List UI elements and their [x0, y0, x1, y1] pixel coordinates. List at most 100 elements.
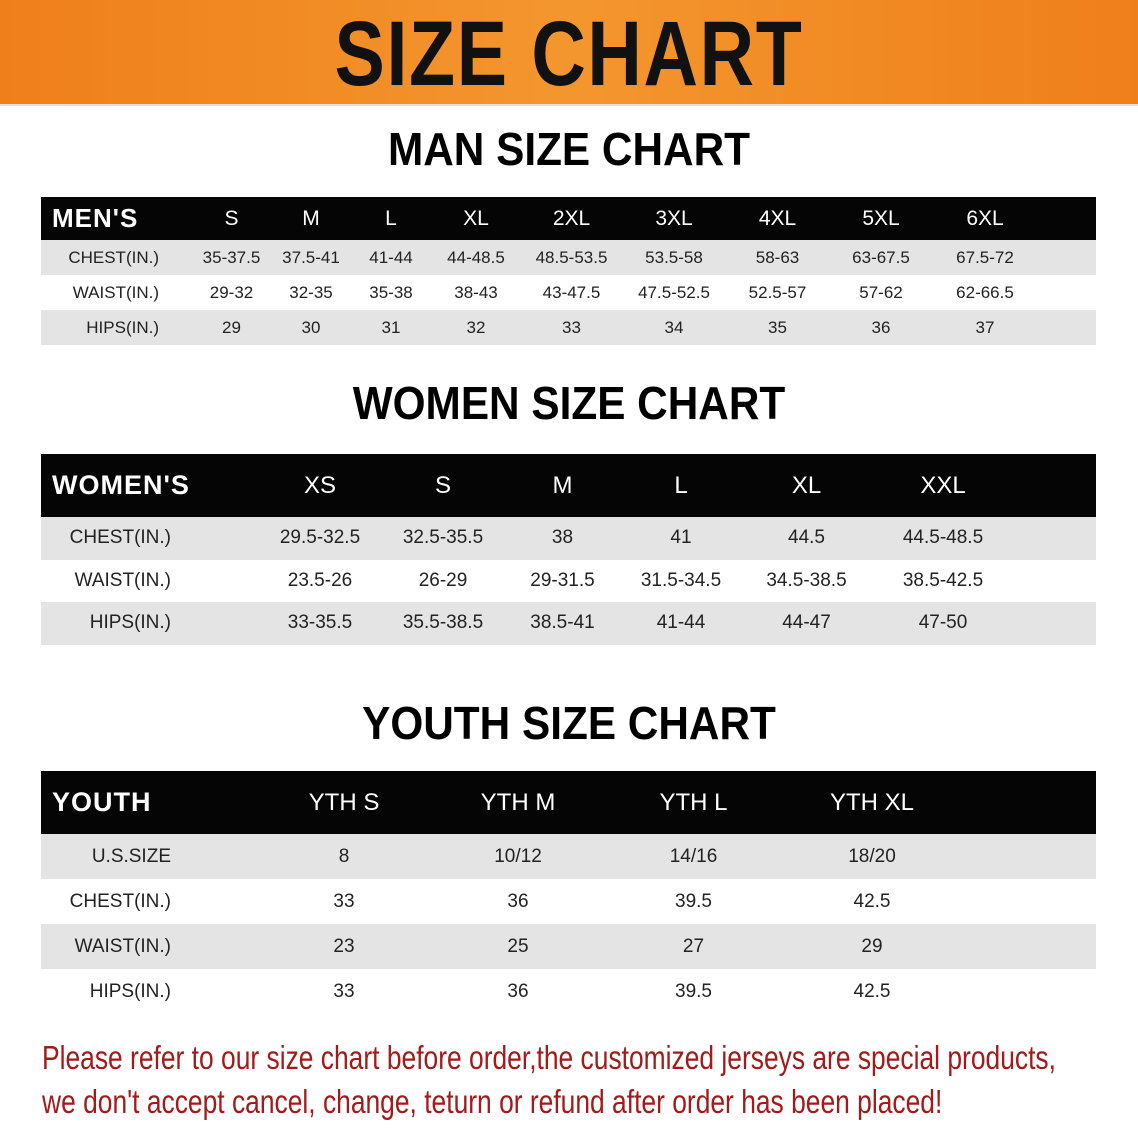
table-cell: 23.5-26 [287, 569, 353, 591]
table-cell: 29-31.5 [530, 569, 595, 591]
table-cell: 37 [975, 317, 995, 337]
table-cell: 36 [507, 890, 529, 912]
table-cell: 10/12 [494, 845, 542, 867]
table-cell: 35.5-38.5 [402, 612, 484, 634]
size-column-header: S [434, 471, 451, 499]
table-cell: 37.5-41 [282, 247, 340, 267]
table-cell: 39.5 [675, 980, 712, 1002]
row-label: WAIST(IN.) [74, 935, 171, 957]
table-header-label: MEN'S [52, 203, 139, 233]
size-column-header: XL [791, 471, 822, 499]
row-label: U.S.SIZE [91, 845, 171, 867]
table-cell: 38-43 [454, 282, 498, 302]
row-label: HIPS(IN.) [89, 980, 171, 1002]
table-row: WAIST(IN.) 23 25 27 29 [41, 924, 1096, 969]
table-cell: 35-37.5 [202, 247, 261, 267]
size-column-header: YTH L [659, 788, 728, 816]
size-column-header: M [302, 206, 320, 230]
size-column-header: S [224, 206, 239, 230]
table-cell: 26-29 [418, 569, 468, 591]
row-label: WAIST(IN.) [74, 569, 171, 591]
table-row: HIPS(IN.) 33-35.5 35.5-38.5 38.5-41 41-44 44-… [41, 602, 1096, 645]
table-cell: 42.5 [853, 890, 891, 912]
size-column-header: 5XL [862, 206, 900, 230]
table-cell: 29.5-32.5 [279, 527, 361, 549]
table-row: WAIST(IN.) 29-32 32-35 35-38 38-43 43-47.5 47.… [41, 275, 1096, 310]
table-cell: 32 [466, 317, 486, 337]
banner: SIZE CHART [0, 0, 1138, 106]
men-size-table: MEN'S S M L XL 2XL 3XL 4XL 5XL 6XL CHEST(IN.) 35-37… [41, 197, 1096, 345]
table-cell: 57-62 [859, 282, 903, 302]
table-cell: 67.5-72 [956, 247, 1014, 267]
table-cell: 41-44 [656, 612, 706, 634]
table-cell: 18/20 [848, 845, 896, 867]
table-cell: 53.5-58 [645, 247, 703, 267]
table-cell: 41 [670, 527, 692, 549]
size-column-header: YTH M [480, 788, 556, 816]
size-column-header: XS [303, 471, 336, 499]
table-cell: 63-67.5 [852, 247, 910, 267]
size-column-header: XL [463, 206, 489, 230]
table-cell: 38.5-42.5 [902, 569, 984, 591]
row-label: CHEST(IN.) [68, 247, 159, 267]
table-header-row: WOMEN'S XS S M L XL XXL [41, 454, 1096, 517]
table-row: CHEST(IN.) 35-37.5 37.5-41 41-44 44-48.5 48.5… [41, 240, 1096, 275]
women-section-title: WOMEN SIZE CHART [352, 377, 786, 429]
notice-line-2: we don't accept cancel, change, teturn o… [42, 1083, 943, 1120]
row-label: CHEST(IN.) [69, 890, 171, 912]
table-cell: 35 [768, 317, 787, 337]
table-cell: 31 [381, 317, 401, 337]
men-section-title: MAN SIZE CHART [387, 123, 751, 175]
table-cell: 48.5-53.5 [535, 247, 608, 267]
table-cell: 44.5-48.5 [902, 527, 984, 549]
table-header-row: MEN'S S M L XL 2XL 3XL 4XL 5XL 6XL [41, 197, 1096, 240]
row-label: CHEST(IN.) [69, 527, 171, 549]
size-column-header: L [674, 471, 688, 499]
table-cell: 47-50 [918, 612, 968, 634]
table-cell: 31.5-34.5 [640, 569, 722, 591]
banner-title: SIZE CHART [334, 3, 804, 105]
size-column-header: 6XL [966, 206, 1004, 230]
table-row: HIPS(IN.) 33 36 39.5 42.5 [41, 969, 1096, 1014]
table-cell: 33-35.5 [287, 612, 353, 634]
table-row: WAIST(IN.) 23.5-26 26-29 29-31.5 31.5-34.5 34… [41, 559, 1096, 602]
size-column-header: M [552, 471, 573, 499]
size-column-header: XXL [920, 471, 966, 499]
table-cell: 36 [871, 317, 891, 337]
table-cell: 52.5-57 [748, 282, 807, 302]
table-cell: 38 [551, 527, 574, 549]
row-label: WAIST(IN.) [72, 282, 159, 302]
women-size-table: WOMEN'S XS S M L XL XXL CHEST(IN.) 29.5-32.5 32.5… [41, 454, 1096, 645]
table-cell: 47.5-52.5 [638, 282, 710, 302]
table-cell: 33 [562, 317, 581, 337]
size-column-header: 2XL [552, 206, 591, 230]
table-cell: 33 [333, 980, 355, 1002]
table-cell: 36 [507, 980, 529, 1002]
table-cell: 44-48.5 [447, 247, 505, 267]
table-cell: 30 [301, 317, 321, 337]
size-column-header: L [385, 206, 397, 230]
table-cell: 39.5 [675, 890, 712, 912]
table-header-row: YOUTH YTH S YTH M YTH L YTH XL [41, 771, 1096, 834]
table-cell: 44-47 [782, 612, 831, 634]
size-column-header: 3XL [655, 206, 693, 230]
row-label: HIPS(IN.) [86, 317, 159, 337]
table-cell: 62-66.5 [956, 282, 1014, 302]
row-label: HIPS(IN.) [89, 612, 171, 634]
table-cell: 42.5 [853, 980, 891, 1002]
size-column-header: YTH XL [829, 788, 915, 816]
table-cell: 58-63 [755, 247, 800, 267]
table-cell: 29 [861, 935, 883, 957]
table-header-label: YOUTH [52, 787, 152, 817]
table-row: CHEST(IN.) 29.5-32.5 32.5-35.5 38 41 44.5 44.5… [41, 517, 1096, 560]
notice-line-1: Please refer to our size chart before or… [42, 1039, 1056, 1076]
table-cell: 33 [333, 890, 355, 912]
table-cell: 35-38 [369, 282, 413, 302]
table-cell: 38.5-41 [530, 612, 595, 634]
table-cell: 27 [682, 935, 705, 957]
table-header-label: WOMEN'S [52, 470, 190, 500]
table-cell: 41-44 [369, 247, 413, 267]
table-cell: 14/16 [669, 845, 718, 867]
table-cell: 44.5 [788, 527, 825, 549]
table-cell: 29-32 [209, 282, 254, 302]
